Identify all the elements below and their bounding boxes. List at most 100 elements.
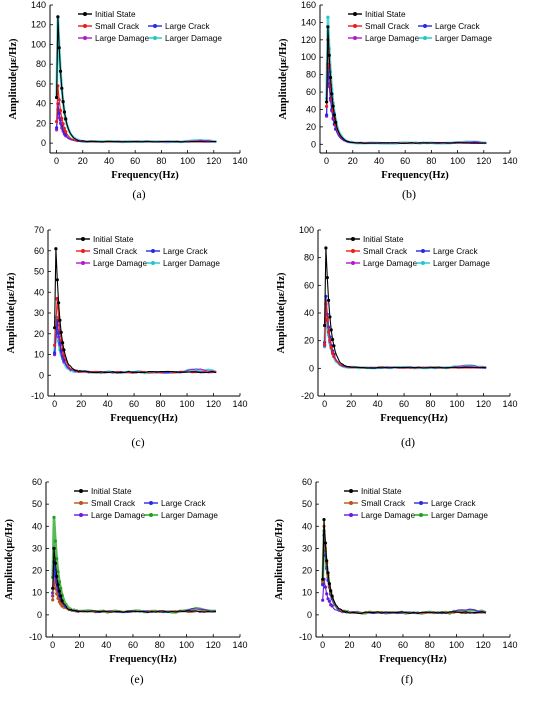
series-point	[62, 126, 66, 131]
series-line	[324, 296, 487, 369]
series-point	[64, 130, 68, 134]
series-point	[55, 95, 59, 100]
series-point	[53, 586, 58, 591]
series-line	[52, 581, 216, 613]
x-tick-label: 140	[232, 156, 247, 166]
y-tick-label: 140	[31, 0, 46, 10]
x-axis-label: Frequency(Hz)	[110, 413, 178, 424]
legend-marker	[419, 513, 423, 517]
series-point	[51, 586, 55, 590]
y-tick-label: 80	[36, 59, 46, 69]
y-tick-label: 70	[34, 225, 44, 235]
series-point	[325, 100, 329, 104]
series-point	[329, 589, 333, 593]
series-point	[328, 315, 332, 319]
y-tick-label: 20	[302, 566, 312, 576]
legend-label: Small Crack	[91, 499, 136, 508]
series-point	[327, 599, 331, 603]
x-tick-label: 100	[450, 399, 465, 409]
y-tick-label: 160	[301, 0, 316, 10]
series-point	[53, 351, 57, 355]
series-point	[55, 126, 59, 130]
y-axis-label: Amplitude(με/Hz)	[8, 38, 19, 120]
y-tick-label: 0	[309, 363, 314, 373]
x-tick-label: 80	[156, 399, 166, 409]
y-tick-label: 0	[41, 138, 46, 148]
y-tick-label: 100	[299, 225, 314, 235]
legend-label: Initial State	[365, 10, 406, 19]
series-point	[323, 343, 327, 347]
series-point	[61, 100, 65, 104]
y-tick-label: 10	[34, 350, 44, 360]
legend-label: Larger Damage	[431, 511, 488, 520]
x-tick-label: 80	[426, 399, 436, 409]
panel-caption: (c)	[131, 435, 144, 449]
x-tick-label: 80	[156, 156, 166, 166]
legend-label: Large Crack	[433, 247, 479, 256]
legend-marker	[81, 237, 85, 241]
series-point	[329, 328, 333, 332]
series-point	[332, 354, 336, 358]
series-point	[58, 108, 63, 113]
legend-marker	[83, 12, 87, 16]
series-point	[57, 98, 61, 102]
legend-label: Larger Damage	[165, 34, 222, 43]
series-point	[325, 559, 329, 563]
x-tick-label: 100	[450, 156, 465, 166]
y-tick-label: 120	[31, 20, 46, 30]
legend-marker	[83, 24, 87, 28]
series-point	[327, 298, 331, 302]
x-tick-label: 120	[206, 156, 221, 166]
series-line	[326, 64, 487, 144]
series-line	[322, 579, 486, 615]
series-line	[52, 548, 216, 613]
y-tick-label: 10	[302, 588, 312, 598]
x-tick-label: 120	[206, 640, 221, 650]
series-point	[56, 15, 60, 19]
series-line	[52, 570, 216, 614]
series-point	[57, 301, 61, 305]
y-axis-label: Amplitude(με/Hz)	[6, 272, 17, 354]
y-tick-label: 40	[302, 521, 312, 531]
legend-marker	[79, 501, 83, 505]
legend-marker	[423, 24, 427, 28]
x-tick-label: 40	[373, 399, 383, 409]
series-point	[323, 585, 327, 589]
x-tick-label: 20	[76, 399, 86, 409]
y-tick-label: 50	[32, 499, 42, 509]
series-line	[322, 519, 487, 614]
series-point	[61, 122, 65, 126]
series-point	[325, 317, 329, 321]
series-point	[327, 582, 331, 586]
series-point	[53, 343, 57, 347]
legend-marker	[83, 36, 87, 40]
series-line	[51, 517, 216, 614]
x-tick-label: 100	[180, 399, 195, 409]
chart-panel-5: -10 0 10 20 30 40 50 60 0 20 40 60 80 100 120 140 Freque…	[274, 477, 518, 686]
y-tick-label: 20	[306, 122, 316, 132]
series-point	[62, 358, 66, 362]
series-point	[59, 586, 63, 590]
x-axis-label: Frequency(Hz)	[109, 654, 177, 665]
series-point	[328, 75, 333, 80]
y-tick-label: 20	[36, 118, 46, 128]
legend-label: Large Crack	[165, 22, 211, 31]
x-tick-label: 0	[322, 399, 327, 409]
series-point	[57, 111, 61, 115]
y-tick-label: 50	[302, 499, 312, 509]
x-tick-label: 0	[52, 399, 57, 409]
legend-label: Larger Damage	[433, 259, 490, 268]
legend-marker	[151, 261, 155, 265]
legend-marker	[421, 261, 425, 265]
x-tick-label: 40	[101, 640, 111, 650]
chart-panel-0: 0 20 40 60 80 100 120 140 0 20 40 60 80 100 120 140 Freq…	[8, 0, 248, 201]
legend-marker	[81, 249, 85, 253]
x-tick-label: 140	[502, 640, 517, 650]
series-point	[327, 53, 331, 58]
y-tick-label: -10	[29, 632, 42, 642]
series-point	[58, 69, 63, 73]
series-point	[324, 246, 328, 250]
y-tick-label: -10	[299, 632, 312, 642]
chart-panel-1: 0 20 40 60 80 100 120 140 160 0 20 40 60 80 100 120 140 F…	[278, 0, 518, 201]
